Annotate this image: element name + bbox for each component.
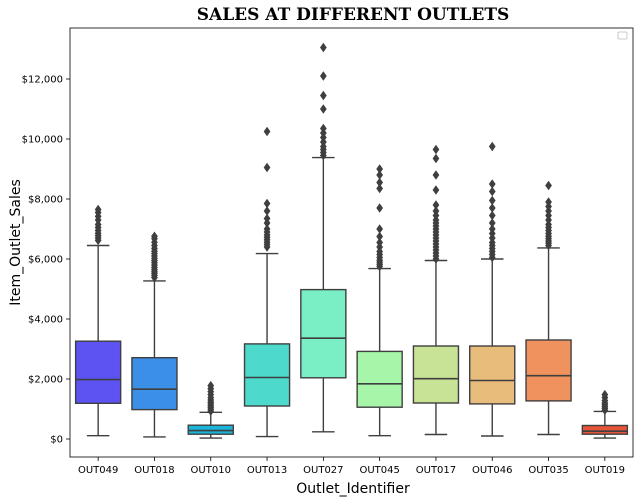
outlier-point: [263, 206, 271, 216]
legend-box: [617, 31, 628, 40]
iqr-box: [412, 345, 460, 404]
outlier-point: [488, 210, 496, 221]
outlier-point: [376, 183, 384, 194]
outlier-point: [376, 170, 384, 180]
iqr-box: [300, 288, 347, 379]
outlier-point: [376, 164, 384, 174]
outlier-point: [488, 186, 496, 197]
outlier-point: [263, 213, 271, 224]
outlier-point: [319, 42, 327, 53]
box-out013: [243, 126, 291, 438]
y-tick-label: $6,000: [28, 255, 63, 266]
outlier-point: [263, 198, 271, 209]
x-tick-label: OUT046: [472, 465, 512, 476]
box-out018: [131, 231, 178, 438]
outlier-point: [488, 224, 496, 234]
outlier-point: [376, 231, 384, 242]
outlier-point: [488, 179, 496, 189]
iqr-box: [187, 424, 234, 435]
outlier-point: [376, 203, 384, 213]
box-out049: [74, 204, 122, 437]
x-tick-label: OUT018: [134, 465, 174, 476]
outlier-point: [432, 185, 440, 195]
y-tick-label: $0: [50, 435, 63, 446]
box-out017: [412, 144, 460, 436]
outlier-point: [432, 200, 440, 210]
outlier-point: [488, 195, 496, 206]
x-axis-label: Outlet_Identifier: [296, 481, 410, 497]
outlier-point: [376, 177, 384, 188]
outlier-point: [432, 170, 440, 180]
outlier-point: [319, 123, 327, 134]
y-tick-label: $10,000: [22, 135, 63, 146]
iqr-box: [131, 357, 178, 411]
iqr-box: [74, 340, 122, 405]
y-tick-label: $12,000: [22, 75, 63, 86]
x-tick-label: OUT019: [585, 465, 625, 476]
x-tick-label: OUT035: [528, 465, 568, 476]
outlier-point: [488, 141, 496, 152]
outlier-point: [432, 206, 440, 216]
outlier-point: [319, 90, 327, 101]
outlier-point: [601, 389, 609, 400]
outlier-point: [545, 197, 552, 207]
x-tick-label: OUT010: [191, 465, 231, 476]
outlier-point: [376, 237, 384, 248]
box-out035: [525, 180, 572, 436]
chart-title: SALES AT DIFFERENT OUTLETS: [197, 5, 510, 25]
y-tick-label: $8,000: [28, 195, 63, 206]
y-axis-label: Item_Outlet_Sales: [8, 179, 24, 306]
iqr-box: [525, 339, 572, 402]
outlier-point: [263, 162, 271, 173]
y-tick-label: $2,000: [28, 375, 63, 386]
x-tick-label: OUT013: [247, 465, 287, 476]
box-out046: [469, 141, 516, 437]
outlier-point: [207, 380, 215, 391]
plot-frame: [69, 27, 634, 458]
outlier-point: [376, 224, 384, 234]
box-out027: [300, 42, 347, 433]
outlier-point: [319, 104, 327, 114]
x-tick-label: OUT027: [303, 465, 343, 476]
box-out019: [581, 389, 629, 439]
y-tick-label: $4,000: [28, 315, 63, 326]
outlier-point: [545, 180, 552, 191]
outlier-point: [263, 224, 271, 234]
outlier-point: [263, 126, 271, 137]
boxes: [74, 42, 629, 439]
iqr-box: [469, 345, 516, 405]
box-out045: [356, 164, 403, 437]
x-tick-label: OUT017: [416, 465, 456, 476]
iqr-box: [581, 424, 629, 435]
outlier-point: [432, 144, 440, 155]
outlier-point: [151, 231, 158, 241]
outlier-point: [432, 153, 440, 164]
x-axis: OUT049 OUT018 OUT010 OUT013 OUT027 OUT045 OUT0…: [78, 457, 625, 476]
outlier-point: [94, 204, 102, 215]
x-tick-label: OUT045: [359, 465, 399, 476]
x-tick-label: OUT049: [78, 465, 118, 476]
outlier-point: [488, 203, 496, 213]
iqr-box: [243, 343, 291, 407]
outlier-point: [319, 71, 327, 81]
iqr-box: [356, 350, 403, 408]
outlier-point: [488, 218, 496, 228]
box-out010: [187, 380, 234, 439]
y-axis: $0 $2,000 $4,000 $6,000 $8,000 $10,000 $12,000: [22, 75, 70, 446]
